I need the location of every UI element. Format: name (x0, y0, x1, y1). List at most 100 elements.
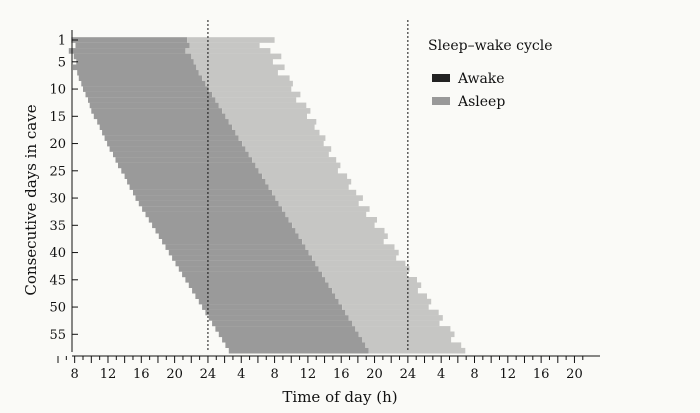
asleep-bar-day-45 (325, 277, 417, 283)
awake-bar-day-48 (195, 293, 336, 299)
awake-bar-day-29 (133, 189, 273, 196)
asleep-bar-day-4 (191, 53, 282, 60)
y-tick-label-5: 5 (58, 55, 66, 70)
x-tick-label-20: 20 (166, 367, 183, 382)
y-tick-label-40: 40 (49, 246, 66, 261)
x-tick-label-16: 16 (133, 367, 150, 382)
asleep-bar-day-23 (252, 157, 337, 163)
asleep-bar-day-6 (196, 64, 285, 71)
asleep-bar-day-10 (208, 86, 292, 92)
asleep-bar-day-12 (215, 97, 297, 103)
x-tick-label-48: 24 (400, 367, 417, 382)
awake-bar-day-7 (77, 69, 199, 76)
asleep-bar-day-27 (265, 178, 352, 185)
asleep-bar-day-18 (235, 129, 320, 136)
awake-bar-day-6 (73, 64, 197, 71)
awake-bar-day-19 (104, 135, 239, 141)
asleep-bar-day-42 (315, 260, 406, 267)
asleep-bar-day-26 (262, 173, 348, 179)
awake-bar-day-8 (78, 75, 203, 81)
awake-bar-day-1 (71, 37, 188, 43)
awake-bar-day-3 (68, 48, 186, 54)
x-tick-label-68: 20 (566, 367, 583, 382)
x-tick-label-28: 4 (237, 367, 245, 382)
awake-bar-day-23 (115, 157, 253, 163)
asleep-bar-day-29 (272, 189, 357, 196)
asleep-bar-day-43 (318, 266, 410, 272)
asleep-bar-day-21 (245, 146, 332, 152)
asleep-bar-day-47 (332, 287, 418, 294)
awake-bar-day-32 (142, 206, 282, 212)
awake-bar-day-47 (192, 287, 332, 294)
asleep-bar-day-15 (225, 113, 307, 120)
asleep-bar-day-49 (338, 298, 432, 305)
asleep-bar-day-20 (242, 140, 324, 147)
awake-bar-day-28 (129, 184, 269, 190)
asleep-bar-day-38 (302, 238, 384, 245)
awake-bar-day-17 (99, 124, 233, 130)
asleep-bar-day-31 (278, 200, 359, 207)
y-tick-label-30: 30 (49, 192, 66, 207)
x-tick-label-12: 12 (100, 367, 117, 382)
asleep-bar-day-56 (362, 336, 452, 343)
asleep-bar-day-16 (228, 119, 317, 125)
awake-bar-day-34 (148, 217, 289, 223)
asleep-bar-day-19 (238, 135, 326, 141)
asleep-bar-day-32 (282, 206, 370, 212)
awake-bar-day-46 (188, 282, 329, 288)
awake-bar-day-39 (165, 244, 306, 250)
awake-bar-day-50 (202, 304, 342, 310)
awake-bar-day-38 (162, 238, 302, 245)
asleep-bar-day-39 (305, 244, 395, 250)
y-tick-label-10: 10 (49, 83, 66, 98)
awake-bar-day-54 (215, 326, 356, 332)
awake-bar-day-14 (91, 108, 223, 114)
asleep-bar-day-40 (308, 249, 399, 256)
asleep-bar-day-52 (348, 315, 443, 321)
awake-bar-day-30 (135, 195, 276, 201)
asleep-bar-day-11 (212, 91, 301, 98)
awake-bar-day-10 (83, 86, 209, 92)
asleep-bar-day-9 (205, 80, 293, 87)
awake-bar-day-37 (158, 233, 299, 239)
y-tick-label-50: 50 (49, 301, 66, 316)
awake-bar-day-15 (93, 113, 226, 120)
x-tick-label-40: 16 (333, 367, 350, 382)
asleep-bar-day-58 (368, 347, 466, 354)
awake-bar-day-5 (76, 59, 194, 65)
x-tick-label-44: 20 (366, 367, 383, 382)
asleep-bar-day-14 (222, 108, 311, 114)
x-tick-label-8: 8 (71, 367, 79, 382)
awake-bar-day-53 (212, 320, 352, 327)
asleep-bar-day-55 (358, 331, 455, 338)
asleep-bar-day-13 (218, 102, 307, 109)
awake-bar-day-33 (145, 211, 286, 218)
legend-label-awake: Awake (457, 71, 505, 87)
asleep-bar-day-51 (345, 309, 439, 316)
asleep-bar-day-1 (187, 37, 275, 43)
awake-bar-day-21 (109, 146, 246, 152)
awake-bar-day-27 (127, 178, 266, 185)
asleep-bar-day-25 (258, 168, 338, 174)
awake-bar-day-31 (138, 200, 279, 207)
asleep-bar-day-5 (193, 59, 273, 65)
awake-bar-day-20 (107, 140, 242, 147)
awake-bar-day-16 (97, 119, 229, 125)
asleep-bar-day-48 (335, 293, 427, 299)
awake-bar-day-26 (124, 173, 262, 179)
awake-bar-day-52 (208, 315, 349, 321)
awake-bar-day-13 (89, 102, 219, 109)
awake-bar-day-35 (152, 222, 292, 229)
legend-swatch-asleep (432, 97, 450, 105)
awake-bar-day-11 (85, 91, 213, 98)
asleep-bar-day-35 (292, 222, 375, 229)
awake-bar-day-25 (121, 168, 259, 174)
asleep-bar-day-53 (352, 320, 440, 327)
asleep-bar-day-22 (248, 151, 329, 158)
awake-bar-day-57 (225, 342, 366, 348)
y-tick-label-25: 25 (49, 164, 66, 179)
x-tick-label-64: 16 (533, 367, 550, 382)
